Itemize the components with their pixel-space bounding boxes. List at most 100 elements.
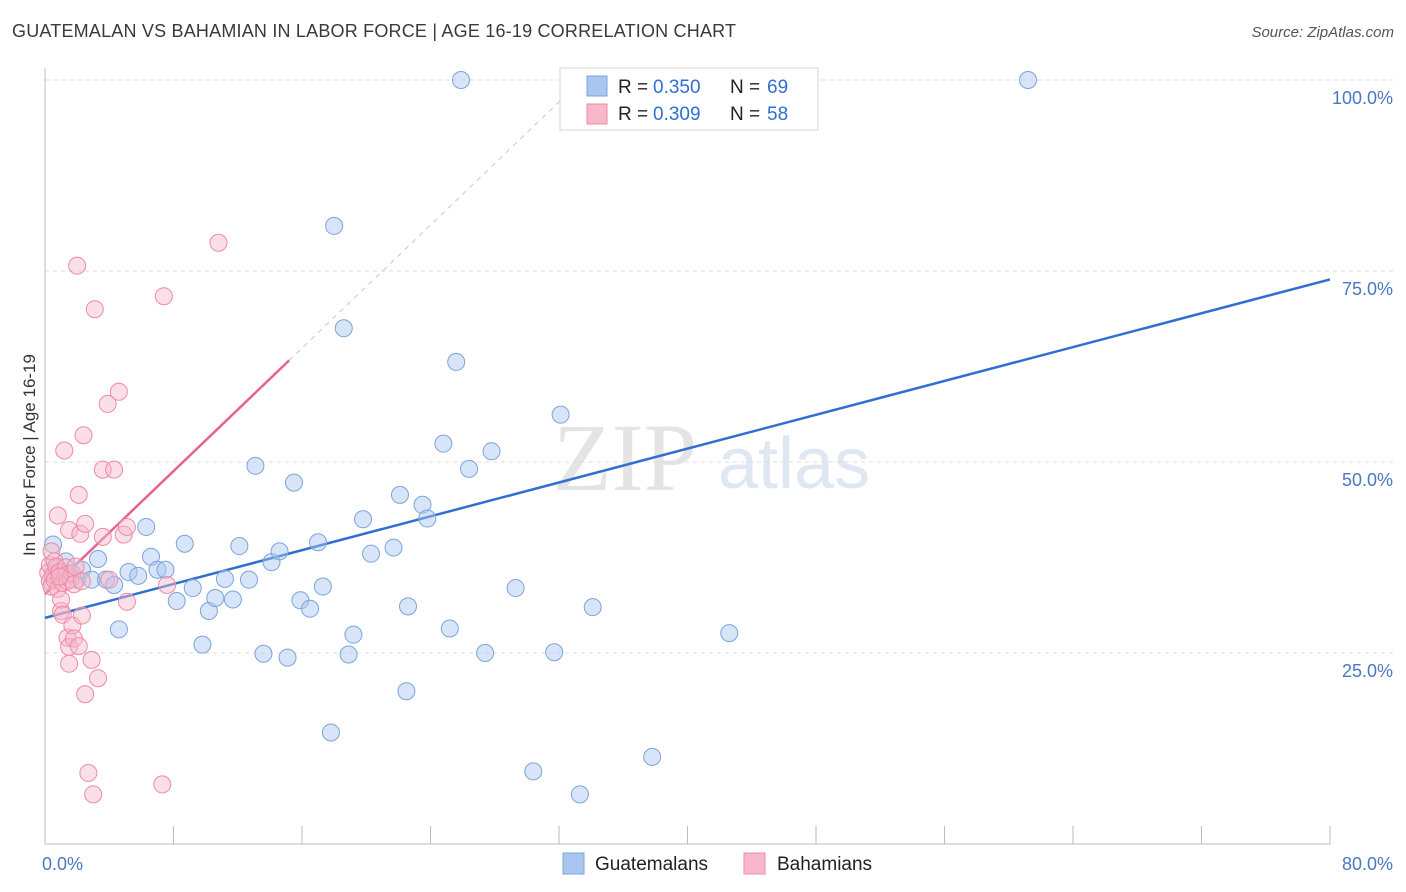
- watermark-atlas: atlas: [718, 424, 870, 504]
- guatemalan-point-39: [321, 723, 340, 742]
- guatemalan-point-58: [482, 442, 501, 461]
- bahamian-point-49: [109, 382, 128, 401]
- guatemalan-point-25: [215, 569, 234, 588]
- guatemalan-point-57: [476, 644, 495, 662]
- guatemalan-point-33: [278, 648, 297, 667]
- bahamian-point-34: [72, 606, 91, 625]
- guatemalan-point-26: [223, 590, 242, 609]
- chart-title: GUATEMALAN VS BAHAMIAN IN LABOR FORCE | …: [12, 21, 737, 41]
- guatemalan-point-34: [284, 473, 303, 492]
- guatemalan-point-48: [397, 682, 416, 701]
- guatemalan-point-52: [434, 434, 453, 453]
- bottom-legend-swatch-bahamians: [743, 852, 766, 875]
- guatemalan-point-42: [339, 645, 358, 664]
- bahamian-point-36: [74, 426, 93, 445]
- y-tick-labels: 25.0% 50.0% 75.0% 100.0%: [1332, 88, 1393, 681]
- guatemalan-point-44: [354, 510, 373, 529]
- x-tick-labels: 0.0% 80.0%: [42, 854, 1393, 874]
- guatemalan-point-32: [270, 542, 289, 561]
- guatemalan-point-50: [413, 495, 432, 514]
- bahamian-point-47: [100, 570, 119, 589]
- guatemalan-point-54: [447, 352, 466, 371]
- guatemalan-point-21: [183, 579, 202, 598]
- guatemalan-trend-line: [44, 278, 1331, 620]
- bottom-legend-bahamians: Bahamians: [777, 854, 872, 875]
- axes: [44, 68, 1331, 845]
- guatemalan-point-49: [399, 597, 418, 616]
- legend-box: R = 0.350 N = 69 R = 0.309 N = 58: [559, 67, 819, 131]
- guatemalan-point-8: [82, 570, 101, 589]
- guatemalan-point-12: [109, 620, 128, 639]
- bahamian-point-26: [63, 616, 82, 635]
- legend-n-value-1: 69: [767, 77, 788, 98]
- bahamian-point-54: [154, 287, 173, 306]
- bahamian-point-41: [84, 785, 103, 804]
- guatemalan-point-43: [344, 625, 363, 644]
- guatemalan-point-18: [156, 560, 175, 579]
- legend-swatch-bahamians: [586, 103, 608, 125]
- guatemalan-point-9: [89, 550, 108, 569]
- guatemalan-point-29: [246, 456, 265, 475]
- legend-r-label-2: R =: [618, 104, 648, 125]
- bahamian-point-31: [69, 637, 88, 656]
- bahamian-point-46: [98, 394, 117, 413]
- bottom-legend: Guatemalans Bahamians: [562, 852, 872, 875]
- bahamian-point-57: [50, 567, 69, 586]
- guatemalan-point-65: [643, 747, 662, 766]
- bahamian-point-56: [209, 233, 228, 252]
- trend-lines: [44, 79, 1331, 620]
- guatemalan-point-62: [551, 405, 570, 424]
- guatemalan-point-59: [506, 579, 525, 598]
- guatemalan-point-61: [545, 643, 564, 662]
- guatemalan-point-16: [142, 547, 161, 566]
- bahamian-point-42: [85, 300, 104, 319]
- guatemalan-point-37: [309, 533, 328, 552]
- guatemalan-point-63: [570, 785, 589, 804]
- bahamian-point-51: [117, 517, 136, 536]
- legend-r-value-1: 0.350: [653, 77, 701, 98]
- guatemalan-point-67: [1019, 71, 1038, 89]
- guatemalan-point-53: [440, 619, 459, 638]
- legend-n-label-1: N =: [730, 77, 760, 98]
- source-label: Source: ZipAtlas.com: [1251, 24, 1394, 41]
- guatemalan-point-45: [362, 544, 381, 563]
- y-tick-label-25: 25.0%: [1342, 661, 1393, 681]
- y-tick-label-75: 75.0%: [1342, 279, 1393, 299]
- guatemalan-point-41: [334, 319, 353, 338]
- guatemalan-point-46: [384, 538, 403, 557]
- bahamian-point-33: [71, 524, 90, 543]
- bahamian-point-48: [105, 460, 124, 479]
- y-tick-label-100: 100.0%: [1332, 88, 1393, 108]
- legend-n-value-2: 58: [767, 104, 788, 125]
- grid-lines: [45, 79, 1394, 654]
- guatemalan-point-66: [720, 624, 739, 643]
- legend-r-label-1: R =: [618, 77, 648, 98]
- bahamian-point-43: [89, 669, 108, 688]
- guatemalan-point-51: [418, 509, 437, 528]
- guatemalan-point-15: [137, 517, 156, 536]
- legend-n-label-2: N =: [730, 104, 760, 125]
- guatemalan-point-27: [230, 537, 249, 556]
- legend-swatch-guatemalans: [586, 75, 608, 97]
- guatemalan-point-64: [583, 598, 602, 617]
- bahamian-point-35: [72, 572, 91, 591]
- y-axis-label: In Labor Force | Age 16-19: [20, 354, 39, 556]
- watermark: ZIP atlas: [553, 404, 870, 511]
- bahamian-point-16: [55, 441, 74, 460]
- bahamian-point-23: [60, 654, 79, 673]
- guatemalan-point-14: [129, 566, 148, 585]
- series-guatemalans-points: [44, 71, 1038, 804]
- bahamian-point-52: [117, 592, 136, 611]
- bahamian-point-45: [93, 527, 112, 546]
- bottom-legend-guatemalans: Guatemalans: [595, 854, 708, 875]
- guatemalan-point-47: [390, 485, 409, 504]
- bottom-legend-swatch-guatemalans: [562, 852, 585, 875]
- guatemalan-point-36: [301, 599, 320, 618]
- bahamian-point-38: [76, 514, 95, 533]
- guatemalan-point-24: [206, 588, 225, 607]
- bahamian-point-10: [48, 506, 67, 525]
- bahamian-point-39: [79, 763, 98, 782]
- guatemalan-point-11: [105, 576, 124, 595]
- guatemalan-point-22: [193, 635, 212, 654]
